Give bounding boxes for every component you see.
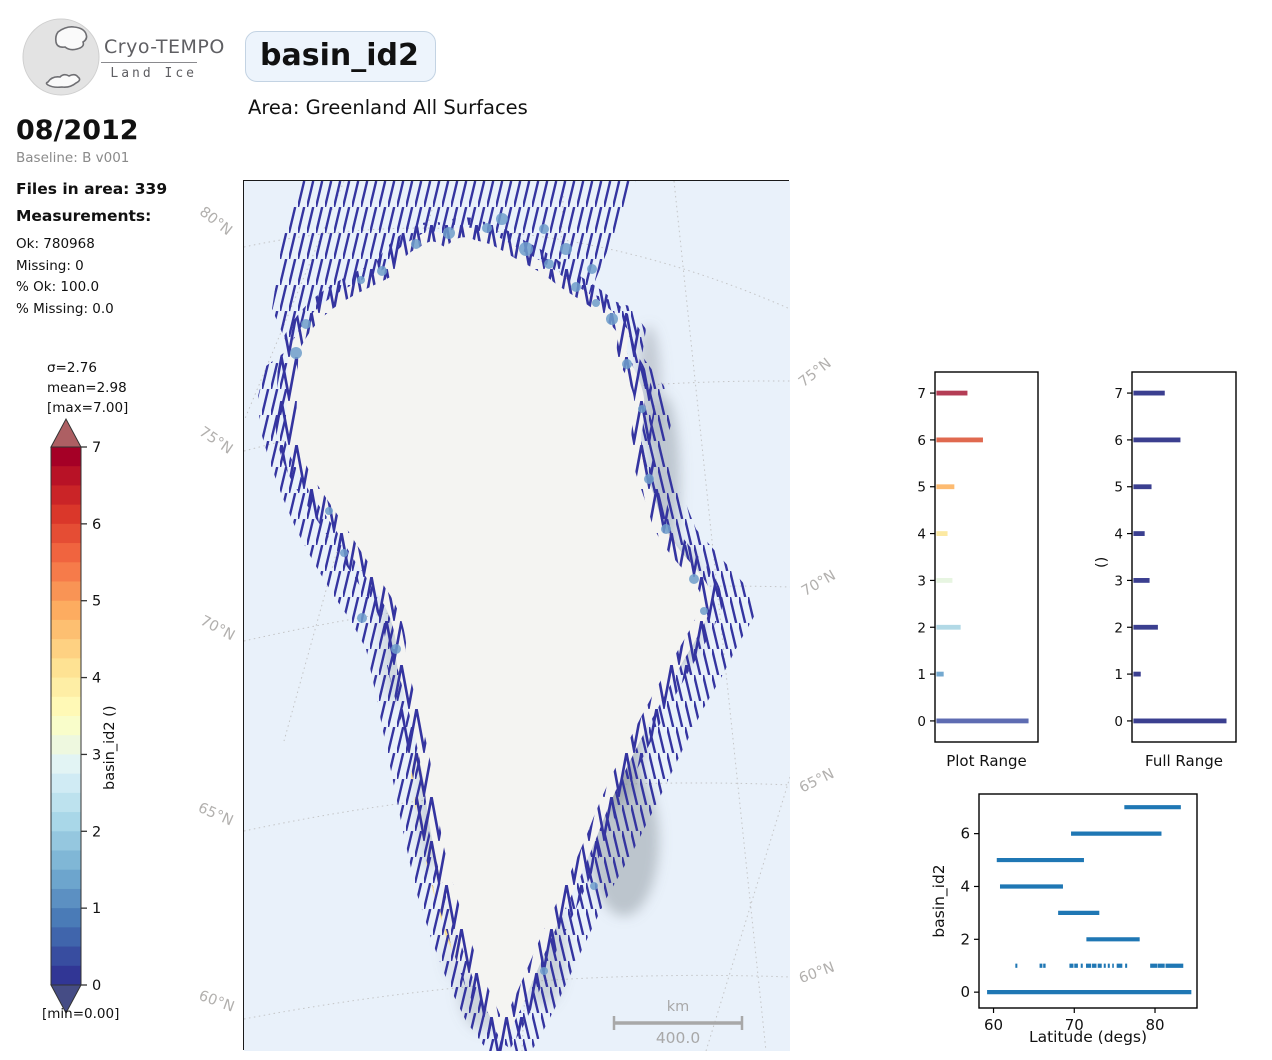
date-label: 08/2012 (16, 115, 139, 146)
colorbar-axis-label: basin_id2 () (102, 705, 118, 791)
files-in-area: Files in area: 339 (16, 180, 168, 198)
scalebar-value: 400.0 (656, 1029, 700, 1047)
lat-label: 75°N (796, 355, 835, 391)
logo-title: Cryo-TEMPO (104, 36, 225, 58)
colorbar: 0 1 2 3 4 5 6 7 (50, 417, 101, 1015)
svg-text:70: 70 (1065, 1016, 1084, 1034)
map-scalebar: km 400.0 (612, 999, 744, 1047)
svg-text:60: 60 (984, 1016, 1003, 1034)
stat-ok: Ok: 780968 (16, 236, 95, 252)
svg-text:basin_id2: basin_id2 (930, 864, 949, 937)
logo-divider (101, 62, 197, 63)
antarctica-icon (45, 73, 81, 89)
stat-pct-missing: % Missing: 0.0 (16, 301, 114, 317)
svg-text:Plot Range: Plot Range (946, 752, 1027, 770)
scalebar-unit: km (667, 999, 690, 1015)
lat-label: 70°N (197, 613, 238, 645)
svg-text:Latitude (degs): Latitude (degs) (1029, 1028, 1147, 1046)
lat-label: 65°N (797, 765, 837, 797)
svg-text:5: 5 (917, 480, 926, 496)
svg-text:0: 0 (960, 983, 970, 1001)
svg-text:0: 0 (92, 978, 101, 994)
svg-text:2: 2 (960, 930, 970, 948)
colorbar-min: [min=0.00] (42, 1006, 120, 1022)
coastal-rock-blobs (290, 213, 708, 975)
svg-text:80: 80 (1145, 1016, 1164, 1034)
greenland-icon (54, 26, 88, 51)
svg-text:6: 6 (92, 517, 101, 533)
cryo-tempo-logo (22, 18, 100, 96)
measurements-heading: Measurements: (16, 207, 152, 225)
svg-text:5: 5 (92, 594, 101, 610)
lat-label: 65°N (195, 800, 236, 830)
svg-text:6: 6 (1114, 433, 1123, 449)
svg-text:2: 2 (92, 824, 101, 840)
svg-text:5: 5 (1114, 480, 1123, 496)
svg-text:3: 3 (92, 747, 101, 763)
lat-label: 75°N (196, 424, 236, 458)
variable-title-chip: basin_id2 (245, 31, 436, 82)
svg-text:4: 4 (1114, 527, 1123, 543)
north-track-fan (272, 181, 636, 349)
lat-label: 60°N (196, 988, 237, 1016)
map-panel: km 400.0 (243, 180, 791, 1060)
plot-range-histogram: 0 1 2 3 4 5 6 7 Plot Range (917, 371, 1039, 770)
svg-text:7: 7 (917, 386, 926, 402)
stat-missing: Missing: 0 (16, 258, 84, 274)
svg-text:1: 1 (917, 667, 926, 683)
lat-label: 80°N (196, 204, 235, 240)
svg-text:4: 4 (92, 671, 101, 687)
full-range-ylabel: () (1094, 556, 1110, 568)
svg-text:1: 1 (92, 901, 101, 917)
svg-text:0: 0 (1114, 714, 1123, 730)
svg-text:2: 2 (917, 620, 926, 636)
svg-text:3: 3 (917, 573, 926, 589)
svg-text:7: 7 (1114, 386, 1123, 402)
full-range-histogram: 0 1 2 3 4 5 6 7 Full Range (1114, 371, 1237, 770)
logo-subtitle: Land Ice (110, 66, 197, 81)
svg-text:4: 4 (917, 527, 926, 543)
east-track-band (502, 293, 756, 1059)
svg-text:0: 0 (917, 714, 926, 730)
latitude-scatter-plot: 60 70 80 0 2 4 6 Latitude (degs) basin_id2 (930, 793, 1198, 1046)
colorbar-max: [max=7.00] (47, 400, 129, 416)
svg-text:2: 2 (1114, 620, 1123, 636)
stat-pct-ok: % Ok: 100.0 (16, 279, 100, 295)
lat-label: 70°N (799, 567, 839, 600)
baseline-label: Baseline: B v001 (16, 150, 130, 166)
area-label: Area: Greenland All Surfaces (248, 96, 528, 119)
svg-text:1: 1 (1114, 667, 1123, 683)
svg-text:6: 6 (960, 825, 970, 843)
svg-text:7: 7 (92, 440, 101, 456)
svg-text:6: 6 (917, 433, 926, 449)
svg-text:4: 4 (960, 877, 970, 895)
colorbar-mean: mean=2.98 (47, 380, 127, 396)
svg-text:Full Range: Full Range (1145, 752, 1223, 770)
lat-label: 60°N (797, 959, 837, 988)
colorbar-sigma: σ=2.76 (47, 360, 97, 376)
greenland-track-map: km 400.0 (243, 180, 791, 1060)
svg-text:3: 3 (1114, 573, 1123, 589)
